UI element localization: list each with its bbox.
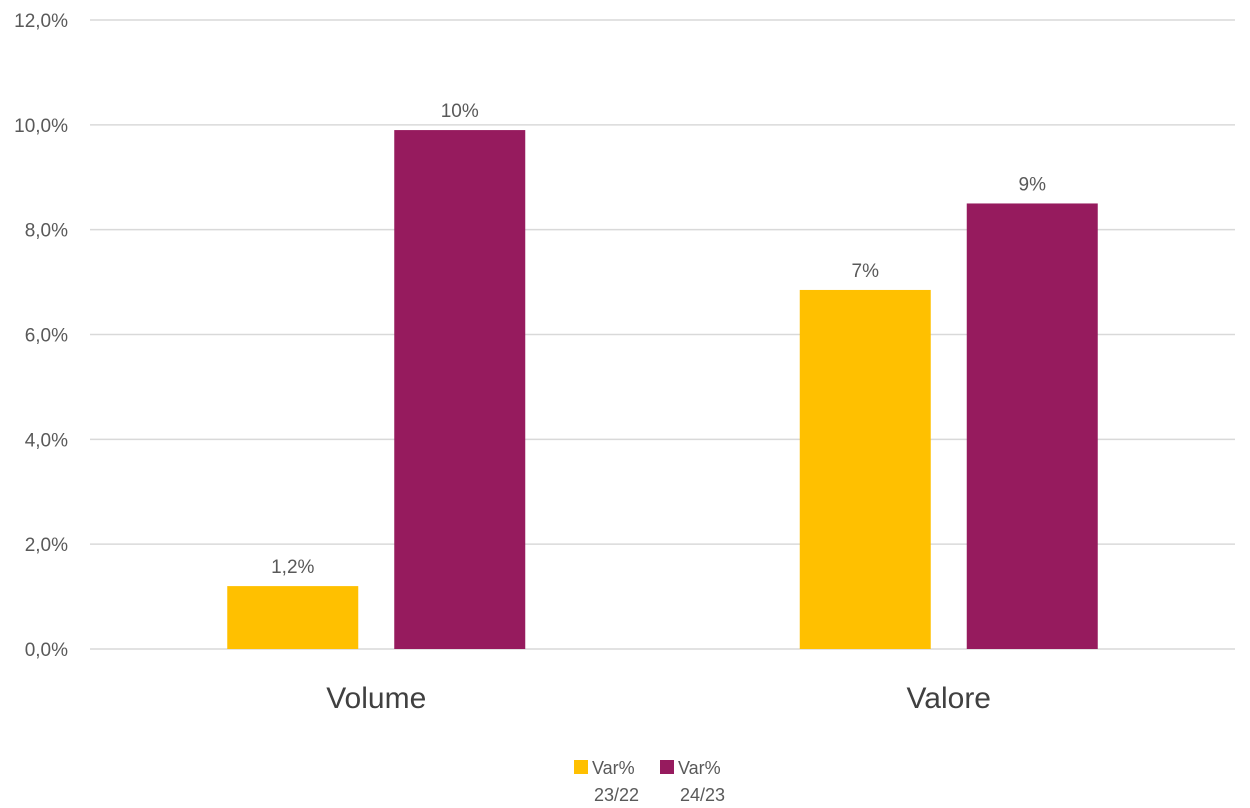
- gridlines: [90, 19, 1235, 650]
- legend-label: 23/22: [594, 785, 639, 805]
- bar-volume-series-2: [394, 130, 526, 649]
- legend-label: Var%: [678, 758, 721, 778]
- legend: Var% 23/22 Var% 24/23: [574, 758, 725, 805]
- legend-label: Var%: [592, 758, 635, 778]
- legend-label: 24/23: [680, 785, 725, 805]
- y-axis-ticks: 0,0% 2,0% 4,0% 6,0% 8,0% 10,0% 12,0%: [14, 11, 68, 661]
- data-label: 10%: [441, 101, 479, 122]
- bars: [227, 130, 1098, 650]
- x-category-label: Volume: [326, 682, 426, 715]
- y-tick-label: 10,0%: [14, 116, 68, 137]
- legend-swatch: [574, 760, 588, 774]
- bar-volume-series-1: [227, 586, 359, 649]
- data-label: 7%: [852, 261, 880, 282]
- y-tick-label: 0,0%: [25, 640, 68, 661]
- y-tick-label: 4,0%: [25, 430, 68, 451]
- x-axis-categories: Volume Valore: [326, 682, 991, 715]
- bar-valore-series-1: [799, 289, 931, 649]
- bar-valore-series-2: [966, 203, 1098, 650]
- data-label: 9%: [1019, 174, 1047, 195]
- data-label: 1,2%: [271, 557, 314, 578]
- y-tick-label: 8,0%: [25, 221, 68, 242]
- y-tick-label: 12,0%: [14, 11, 68, 32]
- data-labels: 1,2% 10% 7% 9%: [271, 101, 1046, 578]
- y-tick-label: 6,0%: [25, 326, 68, 347]
- legend-swatch: [660, 760, 674, 774]
- x-category-label: Valore: [907, 682, 992, 715]
- y-tick-label: 2,0%: [25, 535, 68, 556]
